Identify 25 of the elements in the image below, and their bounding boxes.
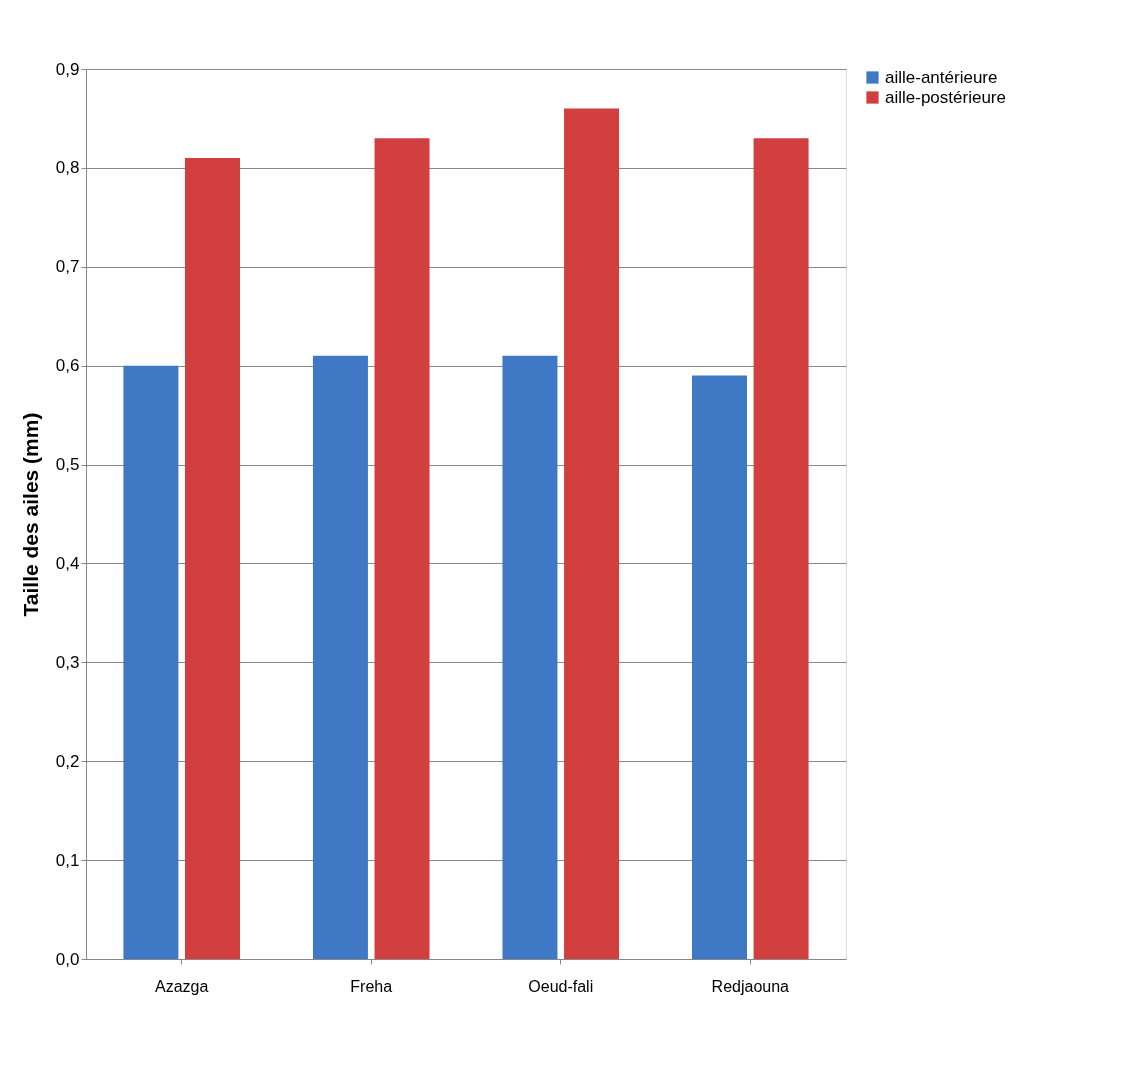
bar — [123, 365, 179, 959]
y-tick-label: 0,3 — [55, 652, 80, 672]
x-tick-label: Freha — [350, 977, 393, 995]
bar — [374, 138, 430, 959]
x-tick-label: Redjaouna — [711, 977, 790, 995]
bar — [502, 355, 558, 959]
y-tick-label: 0,7 — [55, 257, 80, 277]
y-tick-label: 0,9 — [55, 59, 80, 79]
legend-label: aille-antérieure — [885, 67, 998, 87]
bar — [185, 158, 241, 959]
legend-label: aille-postérieure — [885, 87, 1006, 107]
bar — [312, 355, 368, 959]
bar — [753, 138, 809, 959]
y-tick-label: 0,2 — [55, 751, 80, 771]
y-axis-title: Taille des ailes (mm) — [18, 412, 42, 617]
x-tick-label: Azazga — [155, 977, 209, 995]
y-tick-label: 0,4 — [55, 553, 80, 573]
y-tick-label: 0,0 — [55, 949, 80, 969]
bar — [564, 108, 620, 959]
y-tick-label: 0,6 — [55, 356, 80, 376]
x-tick-label: Oeud-fali — [528, 977, 594, 995]
y-tick-label: 0,8 — [55, 158, 80, 178]
y-tick-label: 0,5 — [55, 455, 80, 475]
y-tick-label: 0,1 — [55, 850, 80, 870]
bar — [691, 375, 747, 959]
